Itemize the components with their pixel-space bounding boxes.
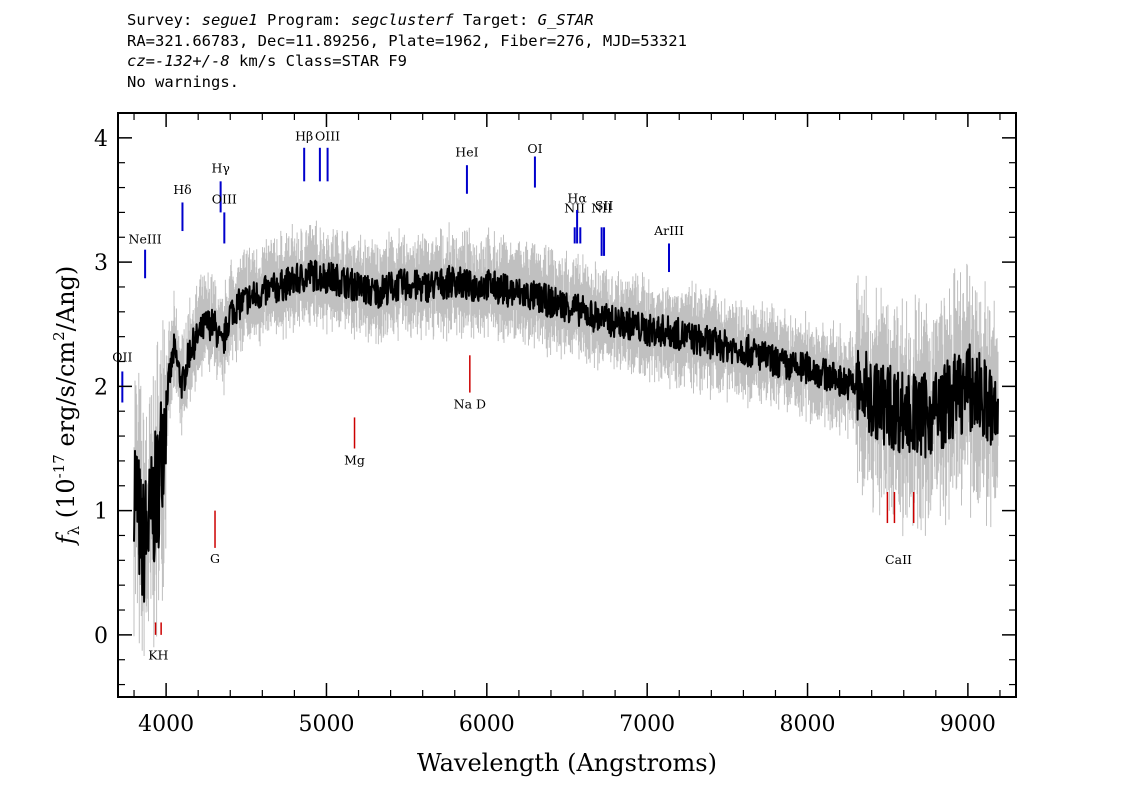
emission-line-label: Hδ [173, 182, 191, 197]
emission-line-label: OIII [212, 192, 237, 207]
axis-ticks [118, 113, 1016, 697]
y-label-pre: (10 [52, 478, 80, 526]
y-label-post: /Ang) [52, 266, 80, 332]
x-tick-label: 7000 [619, 712, 675, 737]
y-tick-label: 1 [94, 500, 108, 525]
y-tick-label: 4 [94, 127, 108, 152]
program-label: Program: [257, 11, 351, 29]
emission-line-label: Hγ [211, 161, 229, 176]
survey-value: segue1 [201, 11, 258, 29]
x-tick-label: 4000 [138, 712, 194, 737]
y-label-mid: erg/s/cm [52, 341, 80, 455]
y-label-exp1: -17 [50, 454, 68, 478]
absorption-line-label: CaII [885, 552, 912, 567]
y-label-sub: λ [65, 525, 83, 535]
emission-line-label: NII [564, 200, 585, 215]
absorption-line-label: KH [148, 648, 168, 663]
redshift-value: cz=-132+/-8 [127, 52, 230, 70]
flux-line [133, 259, 999, 603]
program-value: segclusterf [350, 11, 454, 29]
header-line-coordinates: RA=321.66783, Dec=11.89256, Plate=1962, … [127, 31, 687, 50]
absorption-line-label: Na D [454, 397, 486, 412]
emission-line-label: HeI [455, 144, 478, 159]
emission-line-label: ArIII [653, 223, 684, 238]
emission-line-label: OI [527, 141, 542, 156]
class-value: km/s Class=STAR F9 [229, 52, 407, 70]
y-tick-label: 2 [94, 375, 108, 400]
spectrum-header: Survey: segue1 Program: segclusterf Targ… [127, 10, 687, 92]
y-tick-label: 3 [94, 251, 108, 276]
emission-line-label: Hα [567, 190, 587, 205]
x-tick-label: 9000 [940, 712, 996, 737]
survey-label: Survey: [127, 11, 202, 29]
emission-line-label: OII [112, 350, 132, 365]
absorption-line-label: G [210, 551, 220, 566]
y-label-exp2: 2 [50, 331, 68, 341]
x-tick-label: 6000 [459, 712, 515, 737]
x-tick-label: 5000 [298, 712, 354, 737]
emission-line-label: OIII [315, 128, 340, 143]
y-tick-label: 0 [94, 624, 108, 649]
target-label: Target: [453, 11, 538, 29]
header-line-survey: Survey: segue1 Program: segclusterf Targ… [127, 10, 687, 31]
header-line-redshift: cz=-132+/-8 km/s Class=STAR F9 [127, 51, 687, 72]
emission-line-label: NeIII [129, 231, 162, 246]
absorption-line-label: Mg [344, 453, 365, 468]
tick-labels: 4000 5000 6000 7000 8000 9000 0 1 2 3 4 [94, 127, 996, 737]
emission-line-label: Hβ [295, 128, 313, 143]
flux-series [133, 259, 999, 603]
y-axis-label: fλ (10-17 erg/s/cm2/Ang) [50, 266, 83, 547]
emission-line-label: SII [595, 198, 614, 213]
x-axis-label: Wavelength (Angstroms) [417, 749, 717, 777]
target-value: G_STAR [537, 11, 594, 29]
emission-line-label: NII [591, 200, 612, 215]
x-tick-label: 8000 [780, 712, 836, 737]
plot-frame [117, 112, 1017, 698]
header-line-warnings: No warnings. [127, 72, 239, 91]
